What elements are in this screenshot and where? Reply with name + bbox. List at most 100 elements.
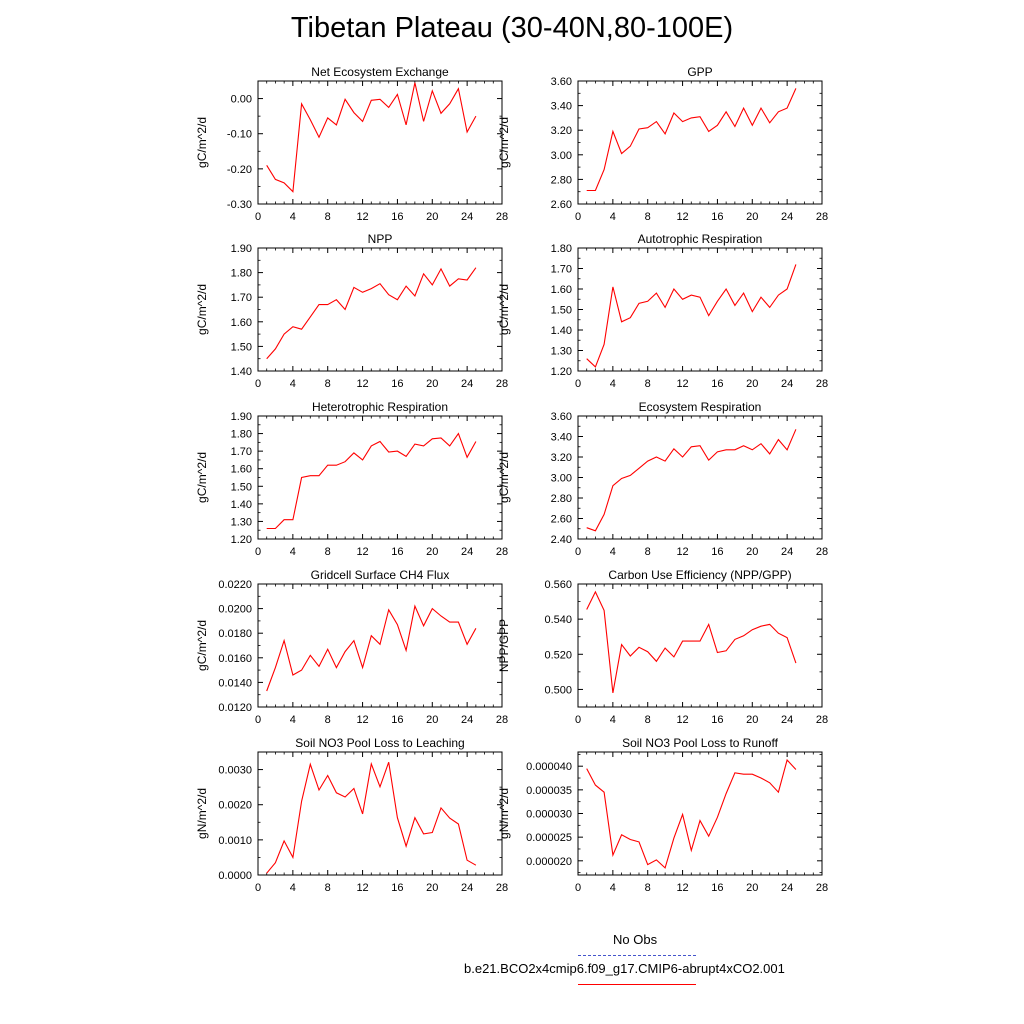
y-tick-label: 1.30 xyxy=(231,516,252,528)
x-tick-label: 0 xyxy=(255,714,261,726)
x-tick-label: 20 xyxy=(426,211,438,223)
x-tick-label: 12 xyxy=(356,378,368,390)
y-tick-label: 1.80 xyxy=(231,429,252,441)
y-tick-label: 1.90 xyxy=(231,243,252,255)
y-axis-label: gC/m^2/d xyxy=(497,452,511,503)
series-line-1 xyxy=(586,590,797,693)
y-tick-label: 0.0030 xyxy=(218,765,252,777)
y-tick-label: 0.0200 xyxy=(218,604,252,616)
x-tick-label: 0 xyxy=(575,714,581,726)
y-tick-label: 3.60 xyxy=(551,76,572,88)
panel-title: Net Ecosystem Exchange xyxy=(311,65,449,79)
x-tick-label: 16 xyxy=(391,546,403,558)
y-tick-label: 1.40 xyxy=(231,499,252,511)
y-axis-label: gN/m^2/d xyxy=(497,788,511,839)
x-tick-label: 4 xyxy=(610,714,616,726)
x-tick-label: 24 xyxy=(781,546,793,558)
x-tick-label: 8 xyxy=(325,211,331,223)
plot-frame xyxy=(257,415,503,540)
plot-frame xyxy=(257,583,503,708)
y-tick-label: 2.80 xyxy=(551,493,572,505)
x-tick-label: 4 xyxy=(610,211,616,223)
series-line-1 xyxy=(266,432,477,530)
x-tick-label: 4 xyxy=(610,378,616,390)
y-axis-label: gC/m^2/d xyxy=(195,284,209,335)
y-tick-label: 0.000030 xyxy=(526,809,572,821)
x-tick-label: 12 xyxy=(676,714,688,726)
x-tick-label: 24 xyxy=(781,714,793,726)
y-tick-label: 2.60 xyxy=(551,199,572,211)
x-tick-label: 8 xyxy=(645,714,651,726)
plot-frame xyxy=(577,80,823,205)
y-tick-label: 0.540 xyxy=(544,614,572,626)
plot-frame xyxy=(577,247,823,372)
y-tick-label: 1.50 xyxy=(231,481,252,493)
y-tick-label: 0.0000 xyxy=(218,870,252,882)
series-line-1 xyxy=(586,88,797,192)
y-tick-label: 1.60 xyxy=(231,464,252,476)
x-tick-label: 12 xyxy=(676,211,688,223)
figure-title: Tibetan Plateau (30-40N,80-100E) xyxy=(290,12,734,44)
x-tick-label: 8 xyxy=(645,546,651,558)
x-tick-label: 16 xyxy=(391,378,403,390)
x-tick-label: 4 xyxy=(290,378,296,390)
x-tick-label: 12 xyxy=(356,211,368,223)
x-tick-label: 8 xyxy=(325,714,331,726)
y-tick-label: 0.0140 xyxy=(218,677,252,689)
x-tick-label: 24 xyxy=(461,378,473,390)
panel-8: Carbon Use Efficiency (NPP/GPP) NPP/GPP 0 4… xyxy=(497,568,828,726)
x-tick-label: 4 xyxy=(290,211,296,223)
y-tick-label: 3.40 xyxy=(551,101,572,113)
x-tick-label: 12 xyxy=(676,882,688,894)
x-tick-label: 4 xyxy=(290,714,296,726)
x-tick-label: 0 xyxy=(575,211,581,223)
panel-title: GPP xyxy=(687,65,712,79)
x-tick-label: 4 xyxy=(290,882,296,894)
y-tick-label: -0.10 xyxy=(227,129,252,141)
y-tick-label: 1.40 xyxy=(231,366,252,378)
x-tick-label: 8 xyxy=(645,211,651,223)
panel-title: Ecosystem Respiration xyxy=(639,400,762,414)
x-tick-label: 12 xyxy=(676,546,688,558)
y-axis-label: gC/m^2/d xyxy=(497,117,511,168)
y-tick-label: 1.20 xyxy=(551,366,572,378)
panel-title: Carbon Use Efficiency (NPP/GPP) xyxy=(608,568,791,582)
x-tick-label: 28 xyxy=(816,211,828,223)
y-tick-label: 0.520 xyxy=(544,649,572,661)
x-tick-label: 4 xyxy=(610,882,616,894)
series-line-1 xyxy=(266,82,477,193)
x-tick-label: 20 xyxy=(746,882,758,894)
x-tick-label: 0 xyxy=(255,882,261,894)
panel-2: GPP gC/m^2/d 0 4 8 12 16 20 24 28 3.60 3.40 3.20 3.00… xyxy=(497,65,828,223)
series-line-1 xyxy=(586,758,797,869)
panel-title: Heterotrophic Respiration xyxy=(312,400,448,414)
y-tick-label: 3.20 xyxy=(551,125,572,137)
y-tick-label: 0.560 xyxy=(544,579,572,591)
y-tick-label: 3.20 xyxy=(551,452,572,464)
x-tick-label: 28 xyxy=(496,378,508,390)
panel-title: Gridcell Surface CH4 Flux xyxy=(311,568,450,582)
x-tick-label: 8 xyxy=(325,882,331,894)
x-tick-label: 0 xyxy=(255,211,261,223)
y-axis-label: gC/m^2/d xyxy=(195,117,209,168)
x-tick-label: 28 xyxy=(816,714,828,726)
x-tick-label: 28 xyxy=(816,546,828,558)
y-tick-label: 0.0220 xyxy=(218,579,252,591)
y-tick-label: 1.70 xyxy=(551,264,572,276)
panel-7: Gridcell Surface CH4 Flux gC/m^2/d 0 4 8 12 16… xyxy=(195,568,508,726)
panel-title: NPP xyxy=(368,232,393,246)
y-tick-label: 1.90 xyxy=(231,411,252,423)
x-tick-label: 8 xyxy=(645,882,651,894)
x-tick-label: 24 xyxy=(781,211,793,223)
x-tick-label: 12 xyxy=(356,714,368,726)
panel-1: Net Ecosystem Exchange gC/m^2/d 0 4 8 12 16 20 2… xyxy=(195,65,508,223)
x-tick-label: 0 xyxy=(575,882,581,894)
y-tick-label: 0.00 xyxy=(231,94,252,106)
x-tick-label: 20 xyxy=(426,378,438,390)
y-tick-label: 2.40 xyxy=(551,534,572,546)
x-tick-label: 28 xyxy=(496,546,508,558)
series-line-1 xyxy=(586,264,797,368)
y-axis-label: gC/m^2/d xyxy=(497,284,511,335)
x-tick-label: 12 xyxy=(356,546,368,558)
x-tick-label: 28 xyxy=(496,882,508,894)
